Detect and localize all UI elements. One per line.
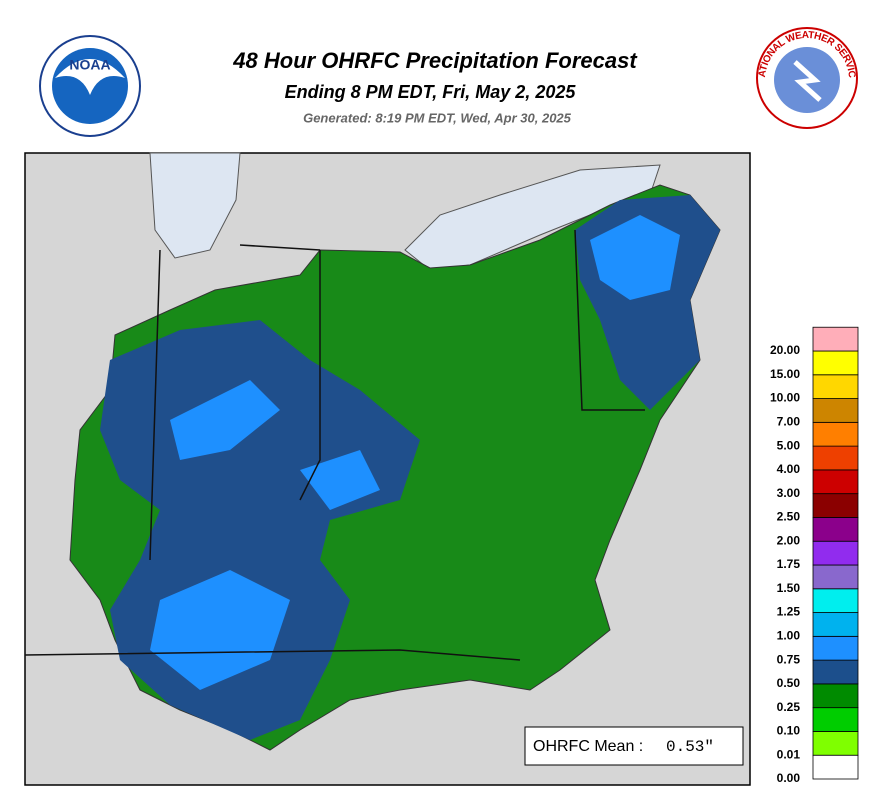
legend-swatch <box>812 398 859 423</box>
noaa-logo: NOAA <box>39 35 141 137</box>
legend-label: 0.01 <box>777 747 801 761</box>
legend-label: 0.10 <box>777 724 801 738</box>
legend-swatch <box>812 421 859 447</box>
legend-label: 2.50 <box>777 510 801 524</box>
mean-box <box>524 726 744 766</box>
legend-label: 0.50 <box>777 676 801 690</box>
legend-label: 5.00 <box>777 438 801 452</box>
legend-swatch <box>812 374 859 399</box>
legend-label: 1.50 <box>777 581 801 595</box>
mean-value: 0.53" <box>666 738 714 756</box>
legend-label: 4.00 <box>777 462 801 476</box>
legend-label: 7.00 <box>777 415 801 429</box>
legend-swatch <box>812 350 859 376</box>
legend-label: 1.25 <box>777 605 801 619</box>
legend-swatch <box>812 517 859 542</box>
legend-label: 10.00 <box>770 391 800 405</box>
legend-label: 0.75 <box>777 652 801 666</box>
legend-label: 1.75 <box>777 557 801 571</box>
legend-swatch <box>812 683 859 709</box>
legend-swatch <box>812 326 859 352</box>
legend: 0.00 0.01 0.10 0.25 0.50 0.75 1.00 1.25 1.50 1.75… <box>770 326 859 785</box>
legend-swatch <box>812 469 859 495</box>
legend-swatch <box>812 445 859 471</box>
legend-swatch <box>812 754 859 780</box>
title: 48 Hour OHRFC Precipitation Forecast <box>232 48 638 73</box>
legend-label: 15.00 <box>770 367 800 381</box>
legend-label: 0.00 <box>777 771 801 785</box>
legend-label: 1.00 <box>777 629 801 643</box>
legend-swatch <box>812 493 859 518</box>
legend-swatch <box>812 635 859 661</box>
legend-swatch <box>812 731 859 756</box>
legend-label: 20.00 <box>770 343 800 357</box>
legend-swatch <box>812 612 859 637</box>
legend-swatch <box>812 707 859 732</box>
subtitle: Ending 8 PM EDT, Fri, May 2, 2025 <box>285 82 577 102</box>
legend-label: 0.25 <box>777 700 801 714</box>
legend-label: 3.00 <box>777 486 801 500</box>
legend-label: 2.00 <box>777 533 801 547</box>
legend-swatch <box>812 659 859 685</box>
noaa-text: NOAA <box>69 57 110 73</box>
legend-swatch <box>812 564 859 590</box>
mean-label: OHRFC Mean : <box>533 738 643 755</box>
map <box>24 152 751 786</box>
legend-swatch <box>812 588 859 613</box>
legend-swatch <box>812 540 859 566</box>
generated-time: Generated: 8:19 PM EDT, Wed, Apr 30, 202… <box>303 110 572 125</box>
